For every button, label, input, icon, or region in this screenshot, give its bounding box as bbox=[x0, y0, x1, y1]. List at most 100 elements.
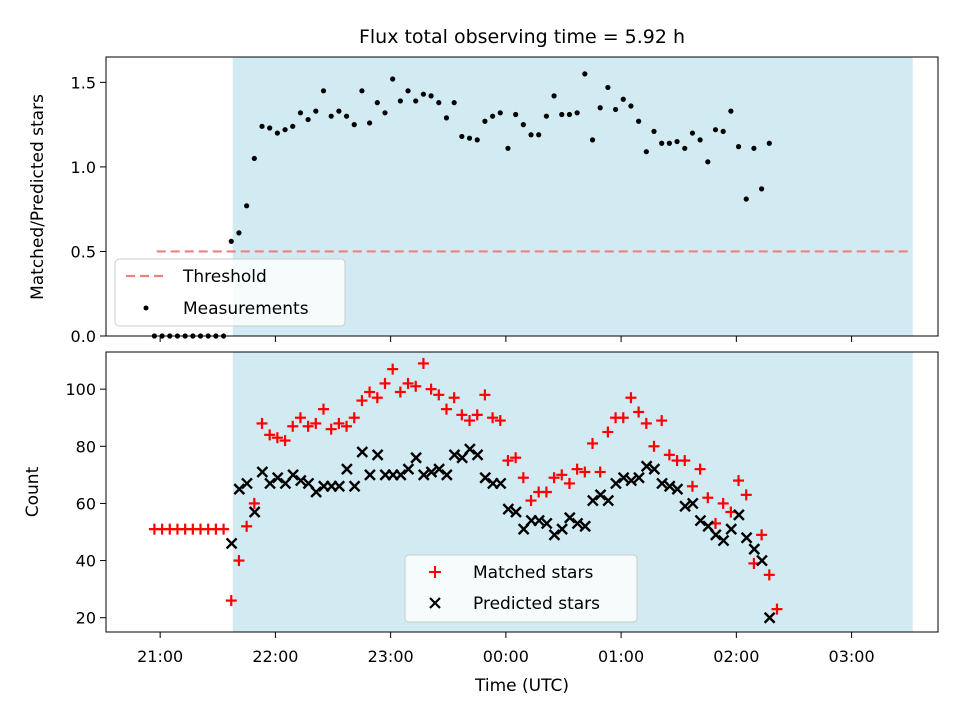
measurement-point bbox=[390, 76, 396, 82]
measurement-point bbox=[651, 128, 657, 134]
matched-star-point bbox=[410, 380, 422, 392]
matched-star-point bbox=[771, 603, 783, 615]
matched-star-point bbox=[417, 357, 429, 369]
bottom-y-axis-label: Count bbox=[23, 466, 43, 517]
predicted-star-point bbox=[241, 477, 253, 490]
matched-star-point bbox=[379, 377, 391, 389]
matched-star-point bbox=[479, 389, 491, 401]
measurement-points bbox=[151, 71, 772, 339]
predicted-star-point bbox=[717, 534, 730, 547]
measurement-point bbox=[735, 144, 742, 150]
predicted-star-point bbox=[494, 477, 507, 490]
measurement-point bbox=[290, 123, 296, 129]
matched-star-point bbox=[471, 409, 483, 421]
measurement-point bbox=[282, 127, 288, 133]
predicted-star-point bbox=[225, 537, 238, 550]
matched-star-point bbox=[271, 432, 283, 444]
matched-star-point bbox=[540, 486, 552, 498]
measurement-point bbox=[267, 125, 273, 131]
x-tick-label: 22:00 bbox=[252, 647, 298, 666]
measurement-point bbox=[682, 145, 688, 151]
predicted-star-point bbox=[756, 554, 768, 567]
x-tick-label: 03:00 bbox=[829, 647, 875, 666]
measurement-point bbox=[320, 88, 327, 94]
predicted-star-point bbox=[248, 506, 261, 518]
predicted-star-point bbox=[740, 531, 753, 544]
predicted-star-point bbox=[640, 460, 653, 473]
measurement-point bbox=[536, 132, 542, 138]
top-y-tick-label: 1.5 bbox=[71, 73, 96, 92]
matched-star-point bbox=[525, 495, 537, 507]
matched-star-point bbox=[456, 409, 468, 421]
matched-star-point bbox=[425, 383, 437, 395]
matched-star-point bbox=[763, 569, 775, 581]
measurement-point bbox=[743, 196, 749, 202]
predicted-star-point bbox=[594, 489, 607, 501]
matched-star-point bbox=[663, 449, 675, 461]
measurement-point bbox=[297, 110, 304, 116]
measurement-point bbox=[751, 145, 757, 151]
matched-star-point bbox=[317, 403, 329, 415]
matched-star-point bbox=[733, 475, 745, 487]
measurement-point bbox=[582, 71, 588, 77]
measurement-point bbox=[528, 132, 534, 138]
predicted-star-point bbox=[533, 514, 545, 527]
measurement-point bbox=[759, 186, 765, 192]
matched-star-point bbox=[640, 417, 652, 429]
bottom-y-tick-label: 60 bbox=[76, 494, 96, 513]
predicted-star-point bbox=[471, 449, 484, 461]
measurement-point bbox=[259, 123, 265, 129]
matched-star-point bbox=[287, 420, 299, 432]
x-tick-label: 02:00 bbox=[713, 647, 759, 666]
matched-star-point bbox=[556, 469, 568, 481]
top-legend-box bbox=[114, 258, 346, 327]
measurement-point bbox=[482, 118, 488, 124]
x-tick-label: 21:00 bbox=[137, 647, 183, 666]
matched-star-point bbox=[364, 386, 376, 398]
predicted-star-point bbox=[433, 463, 445, 475]
matched-star-point bbox=[448, 392, 460, 404]
predicted-star-point bbox=[709, 529, 722, 541]
matched-star-point bbox=[356, 395, 368, 407]
predicted-star-point bbox=[425, 466, 438, 478]
measurement-point bbox=[720, 128, 726, 134]
matched-star-point bbox=[302, 420, 314, 432]
matched-star-point bbox=[348, 412, 360, 424]
matched-star-point bbox=[571, 463, 583, 475]
predicted-star-point bbox=[610, 477, 622, 490]
measurement-point bbox=[497, 110, 503, 116]
measurement-point bbox=[643, 149, 649, 155]
matched-star-point bbox=[310, 417, 322, 429]
matched-star-point bbox=[341, 420, 353, 432]
measurement-point bbox=[313, 108, 319, 114]
predicted-star-point bbox=[510, 506, 522, 518]
matched-star-point bbox=[756, 529, 768, 541]
matched-star-point bbox=[279, 435, 291, 447]
predicted-star-point bbox=[556, 523, 568, 535]
matched-star-point bbox=[510, 452, 522, 464]
predicted-star-point bbox=[671, 483, 684, 495]
top-observing-span bbox=[232, 57, 913, 336]
matched-star-point bbox=[656, 415, 668, 427]
matched-star-point bbox=[487, 412, 499, 424]
matched-star-point bbox=[625, 392, 637, 404]
bottom-panel-frame bbox=[105, 351, 939, 633]
x-tick-label: 00:00 bbox=[483, 647, 529, 666]
top-y-tick-label: 1.0 bbox=[71, 158, 96, 177]
measurement-point bbox=[305, 116, 311, 123]
matched-star-point bbox=[679, 455, 691, 467]
matched-star-point bbox=[502, 455, 514, 467]
matched-star-point bbox=[702, 492, 714, 504]
predicted-star-point bbox=[571, 517, 584, 530]
matched-star-point bbox=[694, 463, 706, 475]
bottom-legend: Matched stars Predicted stars bbox=[404, 554, 638, 623]
predicted-star-point bbox=[294, 474, 307, 487]
measurement-point bbox=[228, 238, 234, 244]
matched-star-point bbox=[333, 417, 345, 429]
measurement-point bbox=[666, 140, 672, 146]
predicted-star-point bbox=[264, 477, 276, 490]
matched-star-point bbox=[648, 440, 660, 452]
matched-star-point bbox=[686, 480, 698, 492]
measurement-point bbox=[574, 110, 580, 116]
